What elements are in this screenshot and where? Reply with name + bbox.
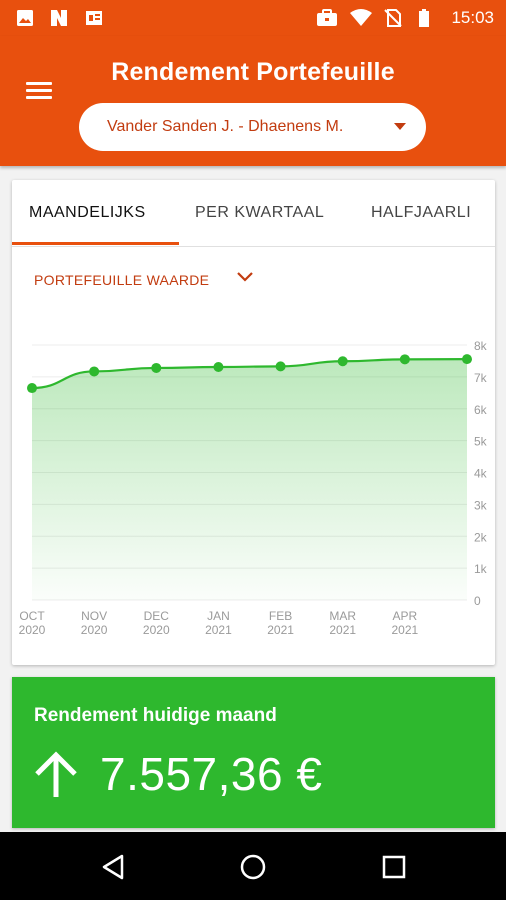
y-tick-label: 8k (474, 339, 488, 353)
app-bar: Rendement Portefeuille Vander Sanden J. … (0, 36, 506, 166)
x-tick-label: 2021 (329, 623, 356, 637)
y-tick-label: 1k (474, 562, 488, 576)
image-icon (17, 10, 33, 26)
x-tick-label: 2020 (81, 623, 108, 637)
y-tick-label: 6k (474, 403, 488, 417)
x-tick-label: OCT (19, 609, 45, 623)
wifi-icon (350, 9, 372, 26)
chart-point (462, 354, 472, 365)
x-tick-label: APR (393, 609, 418, 623)
office-icon (86, 11, 102, 25)
x-tick-label: JAN (207, 609, 230, 623)
x-tick-label: FEB (269, 609, 292, 623)
chart-point (89, 366, 100, 377)
menu-icon-line (26, 82, 52, 85)
recents-icon[interactable] (379, 852, 409, 882)
x-tick-label: 2021 (267, 623, 294, 637)
x-tick-label: NOV (81, 609, 107, 623)
system-nav-bar (0, 832, 506, 900)
status-bar: 15:03 (0, 0, 506, 36)
portfolio-value-chart: 01k2k3k4k5k6k7k8kOCT2020NOV2020DEC2020JA… (19, 339, 488, 637)
y-tick-label: 2k (474, 530, 488, 544)
chevron-down-icon[interactable] (236, 270, 254, 284)
x-tick-label: MAR (329, 609, 356, 623)
chart-point (151, 362, 162, 373)
caret-down-icon (394, 123, 406, 130)
metric-selector[interactable]: PORTEFEUILLE WAARDE (34, 272, 210, 288)
active-tab-indicator (12, 242, 179, 245)
tab-monthly[interactable]: MAANDELIJKS (29, 204, 146, 221)
period-tabs: MAANDELIJKS PER KWARTAAL HALFJAARLI (12, 180, 495, 247)
current-month-return-amount: 7.557,36 € (100, 748, 323, 800)
tab-quarterly[interactable]: PER KWARTAAL (195, 204, 325, 221)
briefcase-icon (317, 9, 337, 26)
home-icon[interactable] (238, 852, 268, 882)
menu-icon-line (26, 96, 52, 99)
chart-point (275, 361, 286, 372)
x-tick-label: 2021 (205, 623, 232, 637)
menu-button[interactable] (24, 78, 56, 106)
y-tick-label: 3k (474, 498, 488, 512)
arrow-up-icon (35, 751, 77, 797)
x-tick-label: DEC (144, 609, 170, 623)
battery-icon (419, 9, 429, 27)
n-app-icon (51, 10, 67, 26)
x-tick-label: 2021 (392, 623, 419, 637)
status-time: 15:03 (451, 8, 494, 27)
chart-point (337, 356, 348, 367)
menu-icon-line (26, 89, 52, 92)
y-tick-label: 5k (474, 435, 488, 449)
page-title: Rendement Portefeuille (111, 58, 395, 86)
chart-point (27, 383, 37, 394)
page-title-wrap: Rendement Portefeuille (0, 58, 506, 87)
y-tick-label: 4k (474, 467, 488, 481)
portfolio-selector-value: Vander Sanden J. - Dhaenens M. (107, 118, 344, 135)
chart-point (399, 354, 410, 365)
chart-card: MAANDELIJKS PER KWARTAAL HALFJAARLI PORT… (12, 180, 495, 665)
chart-point (213, 361, 224, 372)
current-month-return-card: Rendement huidige maand 7.557,36 € (12, 677, 495, 828)
current-month-return-label: Rendement huidige maand (34, 705, 277, 726)
y-tick-label: 0 (474, 594, 481, 608)
chart-area (32, 359, 467, 600)
portfolio-selector[interactable]: Vander Sanden J. - Dhaenens M. (79, 103, 426, 151)
y-tick-label: 7k (474, 371, 488, 385)
back-icon[interactable] (98, 852, 128, 882)
x-tick-label: 2020 (19, 623, 46, 637)
tab-half-yearly[interactable]: HALFJAARLI (371, 204, 472, 221)
x-tick-label: 2020 (143, 623, 170, 637)
no-sim-icon (384, 9, 402, 27)
